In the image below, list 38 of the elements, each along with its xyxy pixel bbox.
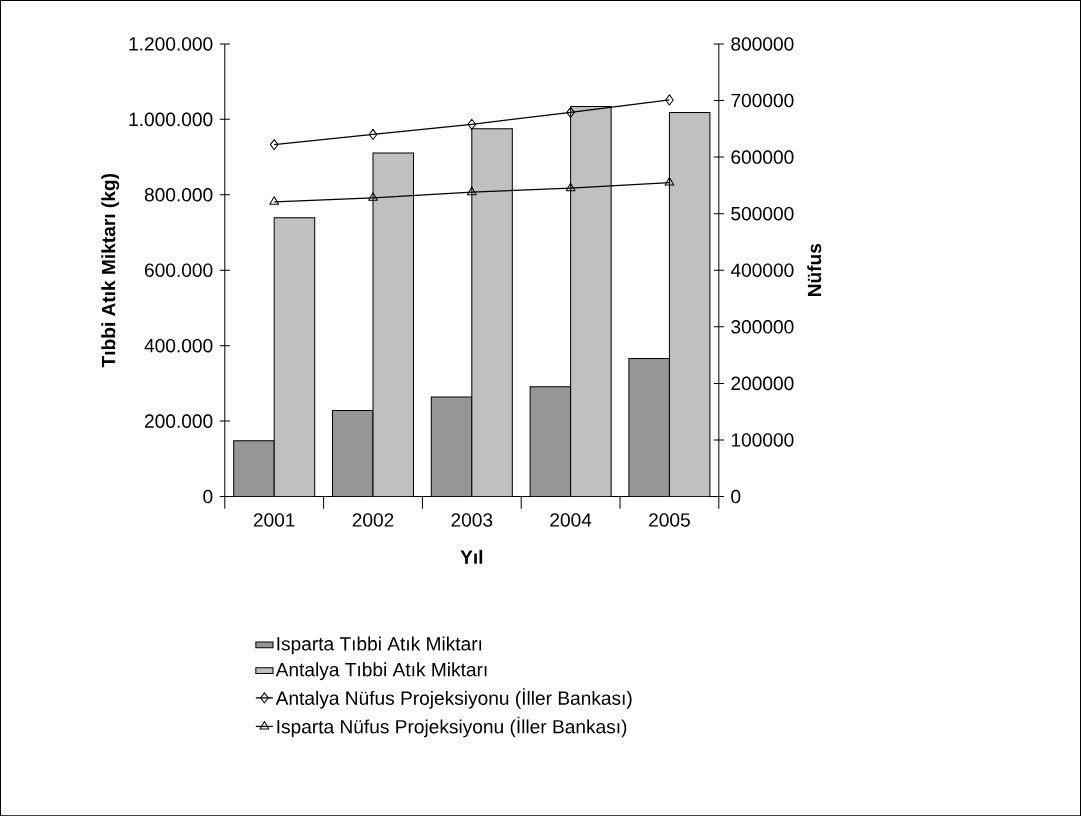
bar xyxy=(274,217,315,497)
y-axis-title: Tıbbi Atık Miktarı (kg) xyxy=(101,173,120,368)
y2-tick-label: 300000 xyxy=(731,319,794,334)
y-tick-label: 600.000 xyxy=(145,263,213,277)
x-tick-label: 2001 xyxy=(253,513,295,527)
bar xyxy=(431,396,472,497)
y2-tick-label: 100000 xyxy=(731,433,794,447)
x-tick-label: 2004 xyxy=(550,513,592,527)
y-tick-label: 1.000.000 xyxy=(129,112,213,126)
bar xyxy=(373,152,414,497)
y2-axis-title: Nüfus xyxy=(807,243,822,296)
y-tick-label: 800.000 xyxy=(144,187,213,202)
y2-tick-label: 500000 xyxy=(731,206,794,221)
x-tick-label: 2002 xyxy=(352,513,394,527)
bar xyxy=(628,357,670,497)
bar xyxy=(332,410,373,497)
legend-label: Isparta Tıbbi Atık Miktarı xyxy=(277,636,482,655)
x-axis-title: Yıl xyxy=(460,549,483,564)
y2-tick-label: 0 xyxy=(731,489,741,504)
y-tick-label: 0 xyxy=(203,489,213,504)
y2-tick-label: 800000 xyxy=(731,37,794,51)
bar xyxy=(471,128,513,497)
x-tick-label: 2003 xyxy=(451,513,493,527)
y-tick-label: 200.000 xyxy=(145,414,213,428)
bar xyxy=(530,386,571,497)
y-tick-label: 1.200.000 xyxy=(129,37,213,51)
y2-tick-label: 600000 xyxy=(731,150,794,164)
bar xyxy=(570,106,612,497)
y-tick-label: 400.000 xyxy=(144,338,213,353)
legend-label: Isparta Nüfus Projeksiyonu (İller Bankası) xyxy=(277,716,627,738)
y2-tick-label: 700000 xyxy=(731,93,794,108)
bar xyxy=(668,111,711,497)
y2-tick-label: 400000 xyxy=(730,263,794,277)
x-tick-label: 2005 xyxy=(649,513,690,527)
bar xyxy=(233,440,275,497)
y2-tick-label: 200000 xyxy=(731,376,794,391)
legend-label: Antalya Tıbbi Atık Miktarı xyxy=(275,662,487,681)
legend-label: Antalya Nüfus Projeksiyonu (İller Bankası) xyxy=(275,688,632,709)
